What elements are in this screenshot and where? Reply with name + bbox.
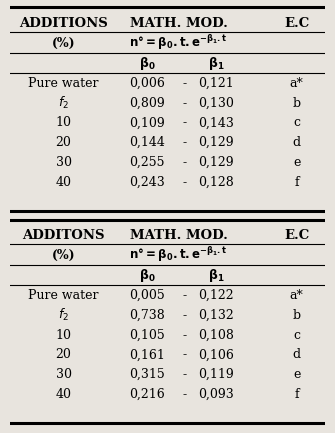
Text: 0,128: 0,128 <box>198 176 234 189</box>
Text: 0,315: 0,315 <box>129 368 165 381</box>
Text: b: b <box>292 97 301 110</box>
Text: 0,121: 0,121 <box>198 77 234 90</box>
Text: 0,216: 0,216 <box>129 388 165 401</box>
Text: MATH. MOD.: MATH. MOD. <box>130 229 227 242</box>
Text: -: - <box>183 77 187 90</box>
Text: 30: 30 <box>56 156 72 169</box>
Text: f: f <box>294 176 299 189</box>
Text: f: f <box>294 388 299 401</box>
Text: MATH. MOD.: MATH. MOD. <box>130 17 227 30</box>
Text: 0,106: 0,106 <box>198 349 234 362</box>
Text: 20: 20 <box>56 136 71 149</box>
Text: $\mathbf{\beta_1}$: $\mathbf{\beta_1}$ <box>208 267 224 284</box>
Text: $\mathbf{\beta_0}$: $\mathbf{\beta_0}$ <box>139 267 155 284</box>
Text: -: - <box>183 329 187 342</box>
Text: 0,738: 0,738 <box>129 309 165 322</box>
Text: ADDITONS: ADDITONS <box>22 229 105 242</box>
Text: b: b <box>292 309 301 322</box>
Text: Pure water: Pure water <box>28 289 99 302</box>
Text: -: - <box>183 309 187 322</box>
Text: 0,129: 0,129 <box>199 156 234 169</box>
Text: e: e <box>293 156 300 169</box>
Text: c: c <box>293 116 300 129</box>
Text: 0,255: 0,255 <box>129 156 165 169</box>
Text: 0,130: 0,130 <box>198 97 234 110</box>
Text: 10: 10 <box>56 329 72 342</box>
Text: -: - <box>183 349 187 362</box>
Text: 0,006: 0,006 <box>129 77 165 90</box>
Text: -: - <box>183 136 187 149</box>
Text: $\mathbf{\beta_0}$: $\mathbf{\beta_0}$ <box>139 55 155 72</box>
Text: Pure water: Pure water <box>28 77 99 90</box>
Text: 0,144: 0,144 <box>129 136 165 149</box>
Text: -: - <box>183 289 187 302</box>
Text: 0,243: 0,243 <box>129 176 165 189</box>
Text: 30: 30 <box>56 368 72 381</box>
Text: 0,105: 0,105 <box>129 329 165 342</box>
Text: a*: a* <box>290 77 304 90</box>
Text: 0,132: 0,132 <box>198 309 234 322</box>
Text: 0,119: 0,119 <box>198 368 234 381</box>
Text: 0,122: 0,122 <box>199 289 234 302</box>
Text: E.C: E.C <box>284 17 309 30</box>
Text: $f_2$: $f_2$ <box>58 95 69 111</box>
Text: -: - <box>183 97 187 110</box>
Text: e: e <box>293 368 300 381</box>
Text: -: - <box>183 368 187 381</box>
Text: 0,108: 0,108 <box>198 329 234 342</box>
Text: (%): (%) <box>52 37 75 50</box>
Text: d: d <box>292 349 301 362</box>
Text: 0,809: 0,809 <box>129 97 165 110</box>
Text: -: - <box>183 388 187 401</box>
Text: -: - <box>183 176 187 189</box>
Text: E.C: E.C <box>284 229 309 242</box>
Text: $\mathbf{n{°}{=}\beta_0.t.e^{-\beta_1.t}}$: $\mathbf{n{°}{=}\beta_0.t.e^{-\beta_1.t}… <box>130 246 227 265</box>
Text: -: - <box>183 156 187 169</box>
Text: 20: 20 <box>56 349 71 362</box>
Text: 0,143: 0,143 <box>198 116 234 129</box>
Text: a*: a* <box>290 289 304 302</box>
Text: $\mathbf{n{°}{=}\beta_0.t.e^{-\beta_1.t}}$: $\mathbf{n{°}{=}\beta_0.t.e^{-\beta_1.t}… <box>130 33 227 53</box>
Text: $\mathbf{\beta_1}$: $\mathbf{\beta_1}$ <box>208 55 224 72</box>
Text: 10: 10 <box>56 116 72 129</box>
Text: 0,093: 0,093 <box>198 388 234 401</box>
Text: d: d <box>292 136 301 149</box>
Text: 0,129: 0,129 <box>199 136 234 149</box>
Text: (%): (%) <box>52 249 75 262</box>
Text: 0,005: 0,005 <box>129 289 165 302</box>
Text: ADDITIONS: ADDITIONS <box>19 17 108 30</box>
Text: -: - <box>183 116 187 129</box>
Text: 0,109: 0,109 <box>129 116 165 129</box>
Text: 40: 40 <box>56 388 72 401</box>
Text: c: c <box>293 329 300 342</box>
Text: $f_2$: $f_2$ <box>58 307 69 323</box>
Text: 40: 40 <box>56 176 72 189</box>
Text: 0,161: 0,161 <box>129 349 165 362</box>
